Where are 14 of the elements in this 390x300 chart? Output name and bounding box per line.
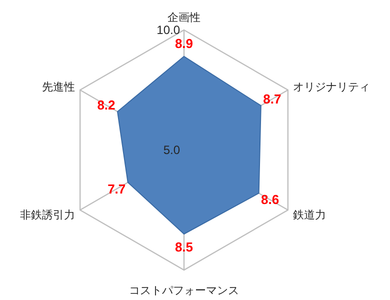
data-label: 8.5	[174, 240, 194, 254]
spoke-label: 企画性	[168, 12, 200, 24]
spoke-label: オリジナリティ	[293, 82, 370, 94]
data-label: 8.6	[261, 192, 280, 208]
spoke-label: 先進性	[42, 80, 75, 94]
data-label: 7.7	[108, 181, 126, 196]
spoke-label: コストパフォーマンス	[129, 285, 239, 297]
spoke-label: 鉄道力	[293, 208, 326, 222]
y-tick-label: 5.0	[163, 143, 180, 157]
y-tick-label: 10.0	[156, 23, 180, 37]
data-label: 8.2	[97, 98, 116, 113]
data-label: 8.9	[174, 36, 194, 51]
data-label: 8.7	[263, 92, 282, 107]
spoke-label: 非鉄誘引力	[20, 208, 75, 222]
